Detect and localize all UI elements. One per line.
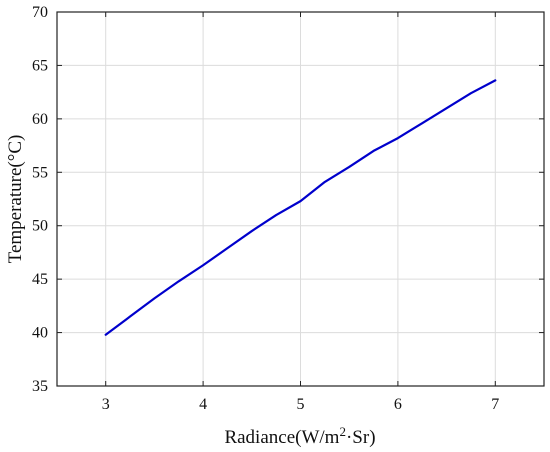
y-tick-label: 50 [32,218,48,235]
x-tick-labels: 3 4 5 6 7 [102,396,500,413]
x-tick-label: 3 [102,396,110,413]
y-tick-label: 35 [32,378,48,395]
y-tick-label: 70 [32,4,48,21]
x-axis-label: Radiance(W/m2·Sr) [224,424,375,448]
series-line [104,79,497,336]
plot-frame [56,11,545,387]
y-tick-label: 40 [32,325,48,342]
y-tick-label: 45 [32,271,48,288]
x-tick-label: 5 [297,396,305,413]
x-tick-label: 7 [491,396,499,413]
y-tick-label: 60 [32,111,48,128]
x-tick-label: 6 [394,396,402,413]
y-tick-label: 65 [32,57,48,74]
y-tick-label: 55 [32,164,48,181]
x-tick-label: 4 [199,396,207,413]
series-layer [104,79,497,336]
y-axis-label: Temperature(°C) [5,135,26,264]
grid-lines [57,11,544,387]
y-tick-labels: 35 40 45 50 55 60 65 70 [32,4,48,395]
